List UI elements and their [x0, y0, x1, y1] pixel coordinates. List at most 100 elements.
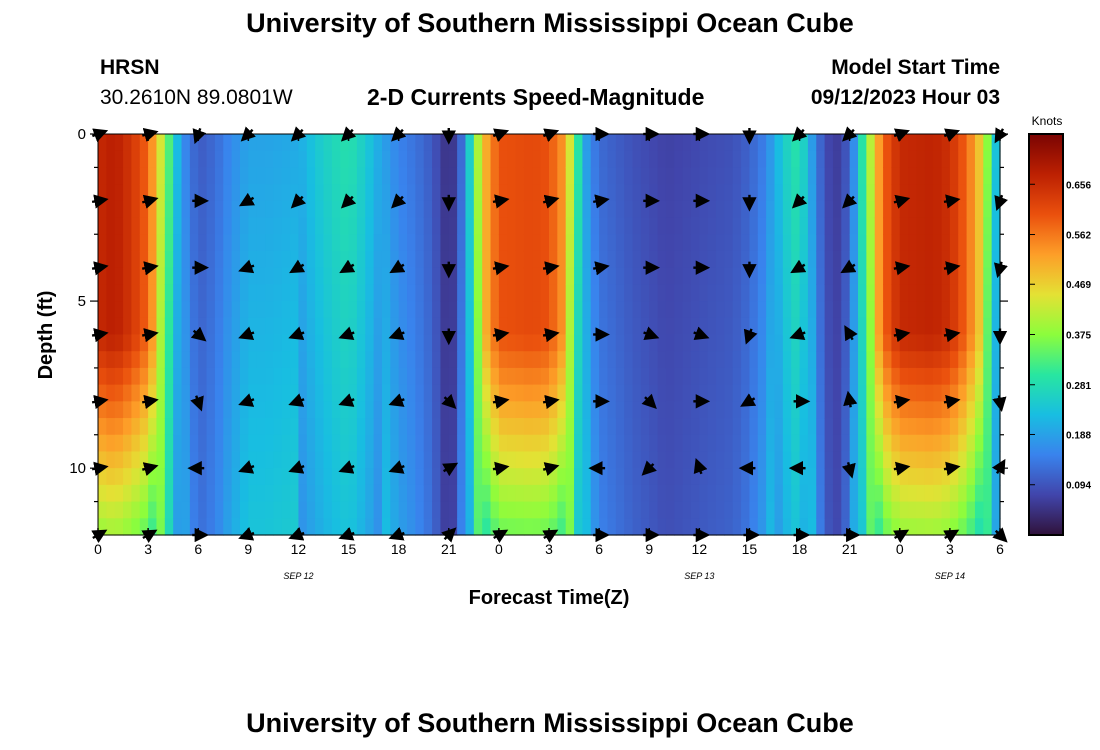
heatmap-cell [832, 468, 842, 486]
heatmap-cell [465, 134, 475, 152]
heatmap-cell [624, 184, 634, 202]
heatmap-cell [265, 468, 274, 486]
heatmap-cell [315, 217, 325, 235]
heatmap-cell [373, 401, 383, 419]
heatmap-cell [490, 367, 500, 386]
heatmap-cell [732, 250, 742, 269]
heatmap-cell [949, 284, 959, 302]
heatmap-cell [298, 501, 308, 519]
heatmap-cell [974, 317, 984, 336]
heatmap-cell [958, 184, 968, 202]
heatmap-cell [891, 167, 901, 185]
heatmap-cell [599, 150, 609, 169]
heatmap-cell [248, 451, 258, 469]
heatmap-cell [515, 184, 525, 202]
heatmap-cell [148, 501, 158, 519]
heatmap-cell [507, 267, 517, 285]
heatmap-cell [298, 267, 308, 285]
heatmap-cell [256, 468, 266, 486]
heatmap-cell [949, 267, 959, 285]
heatmap-cell [298, 250, 308, 269]
heatmap-cell [858, 401, 867, 419]
heatmap-cell [206, 267, 216, 285]
heatmap-cell [390, 518, 400, 536]
heatmap-cell [749, 501, 759, 519]
heatmap-cell [315, 301, 325, 319]
heatmap-cell [899, 317, 909, 336]
heatmap-cell [231, 518, 241, 536]
heatmap-cell [958, 167, 968, 185]
heatmap-cell [139, 284, 149, 302]
heatmap-cell [223, 384, 233, 402]
heatmap-cell [832, 418, 842, 436]
heatmap-cell [306, 418, 316, 436]
heatmap-cell [231, 234, 241, 252]
heatmap-cell [657, 217, 667, 235]
heatmap-cell [540, 418, 550, 436]
heatmap-cell [315, 401, 325, 419]
heatmap-cell [239, 501, 249, 519]
heatmap-cell [883, 200, 893, 219]
heatmap-cell [582, 250, 592, 269]
heatmap-cell [983, 167, 993, 185]
heatmap-cell [181, 401, 191, 419]
heatmap-cell [98, 367, 107, 386]
heatmap-cell [774, 167, 784, 185]
heatmap-cell [340, 351, 350, 369]
heatmap-cell [223, 234, 233, 252]
heatmap-cell [507, 434, 517, 453]
heatmap-cell [206, 284, 216, 302]
current-arrow [492, 194, 510, 209]
heatmap-cell [340, 234, 350, 252]
heatmap-cell [114, 217, 124, 235]
heatmap-cell [757, 518, 767, 536]
heatmap-cell [356, 518, 366, 536]
heatmap-cell [365, 150, 375, 169]
heatmap-cell [774, 501, 784, 519]
heatmap-cell [407, 434, 416, 453]
heatmap-cell [281, 418, 291, 436]
heatmap-cell [599, 451, 609, 469]
heatmap-cell [273, 250, 283, 269]
heatmap-cell [549, 184, 558, 202]
heatmap-cell [949, 317, 959, 336]
heatmap-cell [114, 150, 124, 169]
heatmap-cell [574, 284, 584, 302]
heatmap-cell [523, 317, 533, 336]
x-tick-label: 0 [94, 541, 102, 557]
heatmap-cell [214, 250, 224, 269]
heatmap-cell [966, 401, 976, 419]
heatmap-cell [757, 384, 767, 402]
heatmap-cell [315, 267, 325, 285]
heatmap-cell [315, 418, 325, 436]
heatmap-cell [273, 200, 283, 219]
heatmap-cell [599, 518, 609, 536]
heatmap-cell [106, 234, 116, 252]
heatmap-cell [164, 418, 174, 436]
heatmap-cell [331, 167, 341, 185]
heatmap-cell [649, 418, 659, 436]
heatmap-cell [799, 301, 809, 319]
heatmap-cell [432, 217, 442, 235]
heatmap-cell [891, 200, 901, 219]
heatmap-cell [331, 134, 341, 152]
heatmap-cell [482, 384, 492, 402]
heatmap-cell [766, 518, 776, 536]
heatmap-cell [640, 150, 650, 169]
heatmap-cell [832, 234, 842, 252]
heatmap-cell [281, 484, 291, 503]
footer-title: University of Southern Mississippi Ocean… [246, 708, 854, 738]
heatmap-cell [549, 217, 558, 235]
heatmap-cell [532, 284, 542, 302]
heatmap-cell [273, 150, 283, 169]
heatmap-cell [156, 217, 166, 235]
heatmap-cell [858, 217, 867, 235]
heatmap-cell [924, 317, 934, 336]
heatmap-cell [106, 284, 116, 302]
heatmap-cell [148, 150, 158, 169]
heatmap-cell [565, 217, 575, 235]
heatmap-cell [640, 484, 650, 503]
heatmap-cell [507, 367, 517, 386]
heatmap-cell [490, 484, 500, 503]
heatmap-cell [958, 250, 968, 269]
